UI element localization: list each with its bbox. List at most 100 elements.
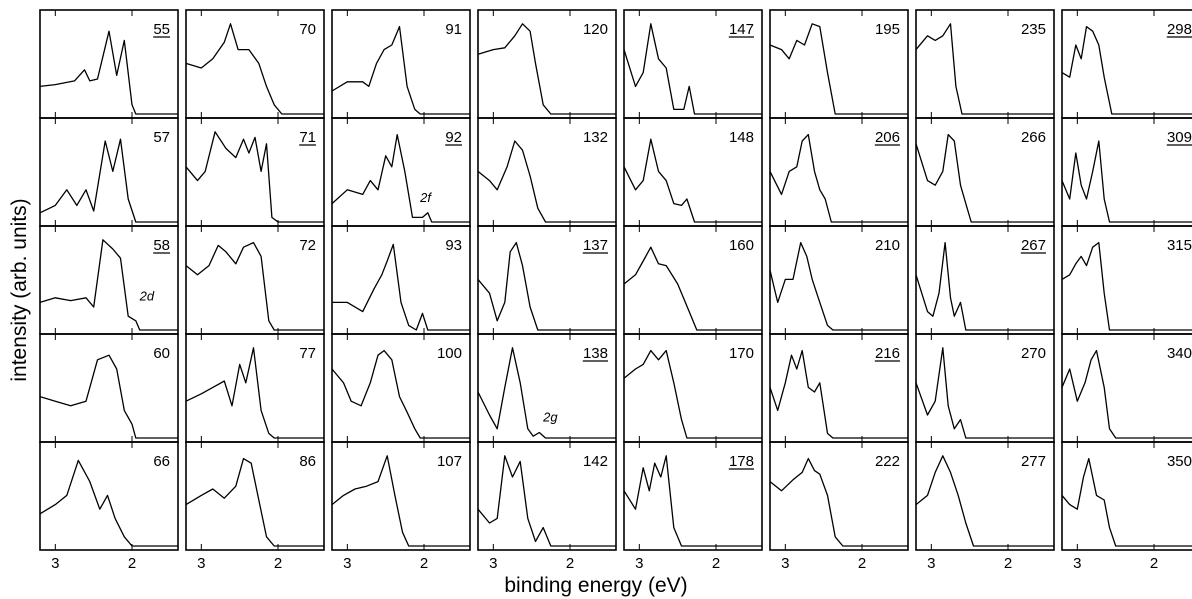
panel-132: 132 (477, 117, 617, 227)
panel-label: 142 (583, 453, 608, 470)
panel-72: 72 (185, 225, 325, 335)
panel-137: 137 (477, 225, 617, 335)
spectrum-line (1061, 349, 1192, 439)
panel-label: 148 (729, 129, 754, 146)
x-tick-label: 3 (1073, 555, 1081, 572)
spectrum-line (623, 349, 762, 439)
panel-label: 86 (299, 453, 316, 470)
panel-label: 66 (153, 453, 170, 470)
panel-70: 70 (185, 9, 325, 119)
x-tick-label: 2 (274, 555, 282, 572)
spectrum-line (915, 133, 1054, 223)
panel-340: 340 (1061, 333, 1192, 443)
spectrum-line (477, 455, 616, 547)
spectrum-line (39, 459, 178, 547)
panel-315: 315 (1061, 225, 1192, 335)
panel-277: 277 (915, 441, 1055, 551)
x-tick-label: 2 (128, 555, 136, 572)
panel-206: 206 (769, 117, 909, 227)
panel-label: 70 (299, 21, 316, 38)
panel-label: 107 (437, 453, 462, 470)
panel-label: 120 (583, 21, 608, 38)
spectrum-line (1061, 457, 1192, 547)
spectrum-line (769, 23, 908, 115)
panel-107: 107 (331, 441, 471, 551)
spectrum-line (915, 455, 1054, 547)
panel-label: 137 (583, 237, 608, 254)
panel-label: 309 (1167, 129, 1192, 146)
spectrum-line (477, 23, 616, 115)
x-tick-label: 3 (635, 555, 643, 572)
panel-298: 298 (1061, 9, 1192, 119)
spectrum-line (332, 243, 470, 331)
panel-label: 77 (299, 345, 316, 362)
spectrum-line (769, 457, 908, 547)
annotation-2g: 2g (542, 409, 558, 424)
x-tick-label: 3 (927, 555, 935, 572)
panel-frame (769, 441, 909, 551)
panel-frame (331, 441, 471, 551)
panel-235: 235 (915, 9, 1055, 119)
x-tick-label: 3 (197, 555, 205, 572)
panel-92: 92 (331, 117, 471, 227)
panel-label: 55 (153, 21, 170, 38)
spectrum-line (1061, 25, 1192, 115)
panel-60: 60 (39, 333, 179, 443)
panel-label: 138 (583, 345, 608, 362)
panel-266: 266 (915, 117, 1055, 227)
panel-57: 57 (39, 117, 179, 227)
panel-267: 267 (915, 225, 1055, 335)
spectrum-line (39, 30, 178, 115)
panel-label: 132 (583, 129, 608, 146)
panel-frame (915, 441, 1055, 551)
panel-frame (623, 441, 763, 551)
annotation-2f: 2f (419, 190, 432, 205)
panel-71: 71 (185, 117, 325, 227)
panel-label: 206 (875, 129, 900, 146)
panel-label: 147 (729, 21, 754, 38)
panel-label: 91 (445, 21, 462, 38)
panel-309: 309 (1061, 117, 1192, 227)
panel-148: 148 (623, 117, 763, 227)
panel-label: 210 (875, 237, 900, 254)
panel-147: 147 (623, 9, 763, 119)
panel-label: 222 (875, 453, 900, 470)
panel-label: 216 (875, 345, 900, 362)
spectrum-line (1061, 140, 1192, 223)
spectrum-line (477, 241, 616, 331)
spectrum-line (915, 347, 1054, 439)
spectrum-line (331, 349, 470, 439)
panel-210: 210 (769, 225, 909, 335)
spectrum-line (769, 349, 908, 439)
x-tick-label: 2 (420, 555, 428, 572)
panel-120: 120 (477, 9, 617, 119)
x-tick-label: 3 (51, 555, 59, 572)
panel-77: 77 (185, 333, 325, 443)
spectrum-line (185, 241, 324, 331)
panel-label: 340 (1167, 345, 1192, 362)
annotation-2d: 2d (139, 289, 155, 304)
panel-142: 142 (477, 441, 617, 551)
panel-222: 222 (769, 441, 909, 551)
panel-label: 92 (445, 129, 462, 146)
spectrum-line (769, 241, 908, 331)
x-tick-label: 3 (489, 555, 497, 572)
panel-91: 91 (331, 9, 471, 119)
x-tick-label: 2 (566, 555, 574, 572)
panel-138: 138 (477, 333, 617, 443)
panel-195: 195 (769, 9, 909, 119)
panel-label: 72 (299, 237, 316, 254)
spectrum-line (623, 23, 762, 115)
x-tick-label: 2 (1150, 555, 1158, 572)
spectrum-line (769, 133, 908, 223)
spectrum-line (623, 455, 762, 547)
spectrum-line (915, 241, 1054, 331)
spectrum-line (185, 23, 324, 115)
spectrum-line (185, 457, 324, 547)
spectrum-line (331, 133, 470, 223)
panel-350: 350 (1061, 441, 1192, 551)
panel-label: 178 (729, 453, 754, 470)
panel-label: 267 (1021, 237, 1046, 254)
panel-label: 160 (729, 237, 754, 254)
